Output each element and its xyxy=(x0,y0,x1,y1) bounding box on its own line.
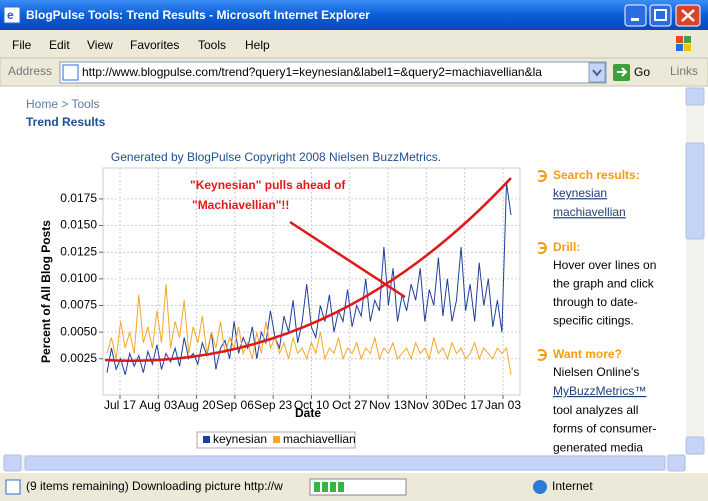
status-icon xyxy=(5,479,21,495)
scroll-down[interactable] xyxy=(685,436,705,455)
x-axis-label: Date xyxy=(295,406,321,420)
x-tick-label: Oct 10 xyxy=(294,398,330,412)
x-tick-label: Sep 06 xyxy=(216,398,254,412)
x-tick-label: Sep 23 xyxy=(254,398,292,412)
go-arrow xyxy=(617,67,628,77)
y-axis-label: Percent of All Blog Posts xyxy=(39,220,53,363)
bullet-arrow xyxy=(537,170,547,182)
y-tick-label: 0.0125 xyxy=(60,244,97,258)
page-heading: Trend Results xyxy=(26,115,106,129)
y-tick-label: 0.0050 xyxy=(60,324,97,338)
search-link[interactable]: keynesian xyxy=(553,186,607,200)
legend-label: keynesian xyxy=(213,432,267,446)
x-tick-label: Nov 13 xyxy=(369,398,407,412)
sidebar-text: Nielsen Online's xyxy=(553,365,639,379)
scroll-thumb[interactable] xyxy=(685,142,705,240)
sidebar-heading: Drill: xyxy=(553,240,580,254)
y-tick-label: 0.0075 xyxy=(60,298,97,312)
legend-swatch xyxy=(273,436,280,443)
legend-swatch xyxy=(203,436,210,443)
bullet-arrow xyxy=(537,349,547,361)
series-line xyxy=(106,284,512,375)
logo-yellow xyxy=(684,44,691,51)
chart-credit: Generated by BlogPulse Copyright 2008 Ni… xyxy=(111,150,441,164)
page-icon xyxy=(62,64,79,81)
h-scroll-thumb[interactable] xyxy=(24,455,666,471)
sidebar-text: forms of consumer- xyxy=(553,422,656,436)
window-title: BlogPulse Tools: Trend Results - Microso… xyxy=(26,8,370,22)
trend-curve xyxy=(104,177,512,362)
scroll-left[interactable] xyxy=(3,454,22,472)
minimize-icon xyxy=(631,18,639,21)
logo-blue xyxy=(676,44,683,51)
x-tick-label: Nov 30 xyxy=(407,398,445,412)
menu-item[interactable]: Favorites xyxy=(130,38,179,52)
x-tick-label: Jan 03 xyxy=(485,398,521,412)
menu-item[interactable]: File xyxy=(12,38,32,52)
sidebar-heading: Want more? xyxy=(553,347,622,361)
menu-item[interactable]: View xyxy=(87,38,113,52)
logo-red xyxy=(676,36,683,43)
links-label[interactable]: Links xyxy=(670,64,698,78)
close-icon xyxy=(681,9,695,22)
sidebar-heading: Search results: xyxy=(553,168,640,182)
sidebar-text: the graph and click xyxy=(553,277,655,291)
menu-bar xyxy=(0,30,708,58)
y-tick-label: 0.0175 xyxy=(60,191,97,205)
menu-item[interactable]: Tools xyxy=(198,38,226,52)
maximize-button[interactable] xyxy=(649,4,672,27)
x-tick-label: Aug 20 xyxy=(178,398,216,412)
ie-icon xyxy=(3,6,21,24)
address-dropdown[interactable] xyxy=(588,62,606,83)
sidebar-text: tool analyzes all xyxy=(553,403,638,417)
menu-item[interactable]: Help xyxy=(245,38,270,52)
sidebar-text: through to date- xyxy=(553,295,638,309)
internet-icon xyxy=(533,480,547,494)
progress-fill xyxy=(314,482,344,492)
annotation: "Keynesian" pulls ahead of xyxy=(190,178,346,192)
x-tick-label: Jul 17 xyxy=(104,398,136,412)
scroll-up[interactable] xyxy=(685,87,705,106)
search-link[interactable]: machiavellian xyxy=(553,205,626,219)
title-bar xyxy=(0,0,708,30)
address-label: Address xyxy=(8,64,52,78)
x-tick-label: Dec 17 xyxy=(446,398,484,412)
buzzmetrics-link[interactable]: MyBuzzMetrics™ xyxy=(553,384,646,398)
sidebar-text: Hover over lines on xyxy=(553,258,656,272)
maximize-icon xyxy=(654,9,667,21)
y-tick-label: 0.0150 xyxy=(60,218,97,232)
dropdown-arrow xyxy=(592,69,602,77)
address-url: http://www.blogpulse.com/trend?query1=ke… xyxy=(82,65,542,79)
annotation: "Machiavellian"!! xyxy=(192,198,289,212)
status-text: (9 items remaining) Downloading picture … xyxy=(26,479,283,493)
annotation-arrow xyxy=(289,220,406,299)
y-tick-label: 0.0100 xyxy=(60,271,97,285)
series-line xyxy=(106,182,512,375)
x-tick-label: Aug 03 xyxy=(139,398,177,412)
bullet-arrow xyxy=(537,242,547,254)
ie-icon-letter: e xyxy=(7,8,14,22)
sidebar-text: specific citings. xyxy=(553,314,634,328)
legend-label: machiavellian xyxy=(283,432,356,446)
address-input[interactable] xyxy=(59,61,607,84)
go-label[interactable]: Go xyxy=(634,65,650,79)
scroll-right[interactable] xyxy=(667,454,686,472)
x-tick-label: Oct 27 xyxy=(332,398,368,412)
vertical-scrollbar[interactable] xyxy=(686,87,704,455)
breadcrumb[interactable]: Home > Tools xyxy=(26,97,99,111)
y-tick-label: 0.0025 xyxy=(60,351,97,365)
logo-green xyxy=(684,36,691,43)
menu-item[interactable]: Edit xyxy=(49,38,70,52)
minimize-button[interactable] xyxy=(624,4,647,27)
zone-text: Internet xyxy=(552,479,593,493)
sidebar-text: generated media xyxy=(553,440,643,454)
